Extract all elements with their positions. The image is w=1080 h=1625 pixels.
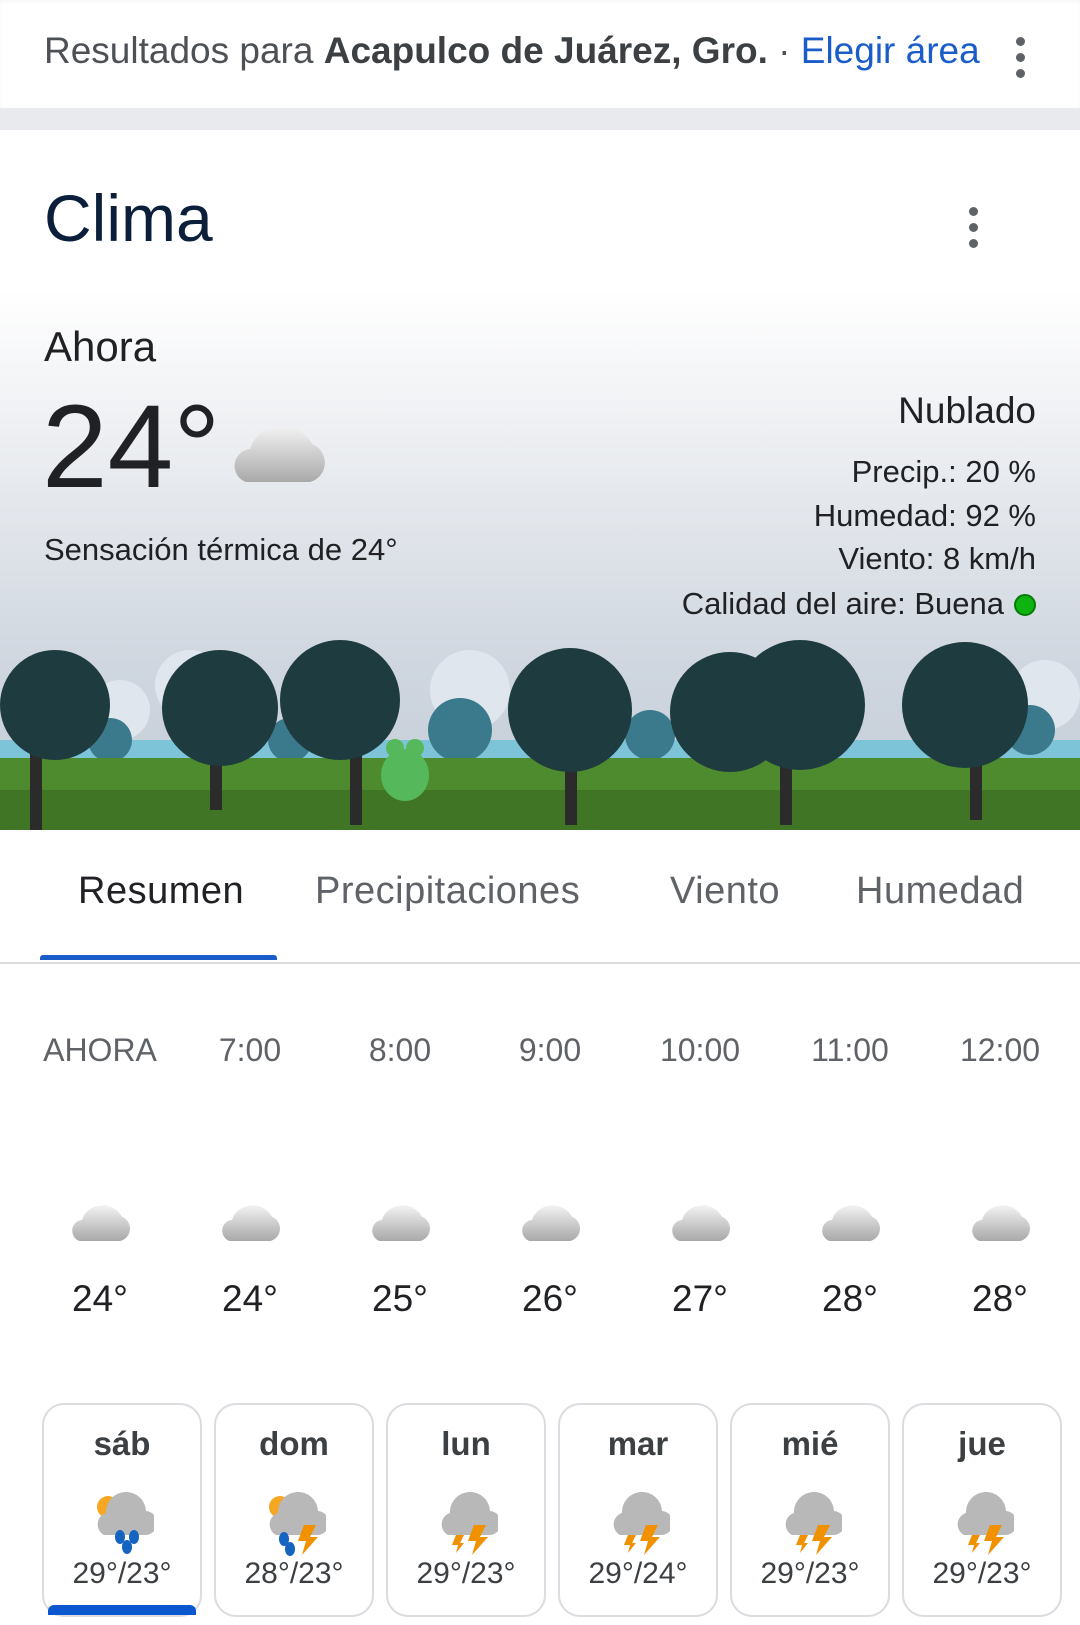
sun-cloud-rain-storm-icon [262,1485,330,1562]
day-label: jue [958,1425,1006,1462]
cloud-icon [668,1200,732,1247]
weather-scene-illustration [0,640,1080,830]
cloud-icon [368,1200,432,1247]
vertical-dots-icon[interactable] [969,207,979,255]
tab-precipitaciones[interactable]: Precipitaciones [315,870,581,912]
day-temps: 29°/23° [416,1557,516,1590]
cloud-icon [518,1200,582,1247]
thunderstorm-icon [778,1485,846,1562]
hour-temp: 24° [72,1278,128,1319]
active-tab-indicator [40,955,277,960]
tab-bar: Resumen Precipitaciones Viento Humedad [0,860,1080,964]
thunderstorm-icon [950,1485,1018,1562]
separator: · [767,30,801,71]
feels-like: Sensación térmica de 24° [44,532,398,567]
hour-temp: 24° [222,1278,278,1319]
hour-label: 9:00 [518,1032,582,1068]
cloud-icon [234,426,325,482]
day-card[interactable]: dom 28°/23° [214,1403,374,1617]
tab-humedad[interactable]: Humedad [856,870,1025,912]
hour-temp: 26° [522,1278,578,1319]
card-title: Clima [44,181,213,255]
selected-day-indicator [48,1605,196,1615]
current-temperature: 24° [42,381,221,513]
cloud-icon [68,1200,132,1247]
day-card[interactable]: mié 29°/23° [730,1403,890,1617]
choose-area-link[interactable]: Elegir área [800,30,980,71]
hour-temp: 28° [972,1278,1028,1319]
day-label: lun [441,1425,491,1462]
day-card[interactable]: mar 29°/24° [558,1403,718,1617]
humidity: Humedad: 92 % [813,498,1036,533]
day-label: dom [259,1425,329,1462]
hour-temp: 28° [822,1278,878,1319]
location-name: Acapulco de Juárez, Gro. [323,30,768,71]
cloud-icon [218,1200,282,1247]
results-prefix: Resultados para [44,30,324,71]
day-temps: 29°/23° [932,1557,1032,1590]
day-temps: 29°/24° [588,1557,688,1590]
day-card[interactable]: lun 29°/23° [386,1403,546,1617]
thunderstorm-icon [434,1485,502,1562]
tab-resumen[interactable]: Resumen [78,870,245,912]
precipitation: Precip.: 20 % [851,454,1036,489]
day-temps: 29°/23° [760,1557,860,1590]
hour-label: 12:00 [959,1032,1041,1068]
vertical-dots-icon[interactable] [1016,37,1026,85]
air-quality: Calidad del aire: Buena [682,586,1036,622]
sun-cloud-rain-icon [90,1485,158,1562]
day-label: sáb [93,1425,151,1462]
wind: Viento: 8 km/h [838,541,1036,576]
air-quality-dot-icon [1014,594,1036,616]
divider-band [0,108,1080,130]
air-quality-text: Calidad del aire: Buena [681,586,1004,621]
hour-temp: 25° [372,1278,428,1319]
day-label: mié [781,1425,839,1462]
results-header: Resultados para Acapulco de Juárez, Gro.… [0,0,1080,108]
thunderstorm-icon [606,1485,674,1562]
now-label: Ahora [44,323,157,370]
day-card[interactable]: sáb 29°/23° [42,1403,202,1617]
tab-viento[interactable]: Viento [670,870,781,912]
hour-label: 10:00 [659,1032,741,1068]
cloud-icon [968,1200,1032,1247]
day-card[interactable]: jue 29°/23° [902,1403,1062,1617]
condition: Nublado [898,390,1036,431]
cloud-icon [818,1200,882,1247]
hour-label: AHORA [43,1032,157,1068]
hour-label: 8:00 [368,1032,432,1068]
day-temps: 29°/23° [72,1557,172,1590]
day-temps: 28°/23° [244,1557,344,1590]
hour-temp: 27° [672,1278,728,1319]
hour-label: 11:00 [811,1032,889,1068]
day-label: mar [607,1425,669,1462]
hour-label: 7:00 [218,1032,282,1068]
